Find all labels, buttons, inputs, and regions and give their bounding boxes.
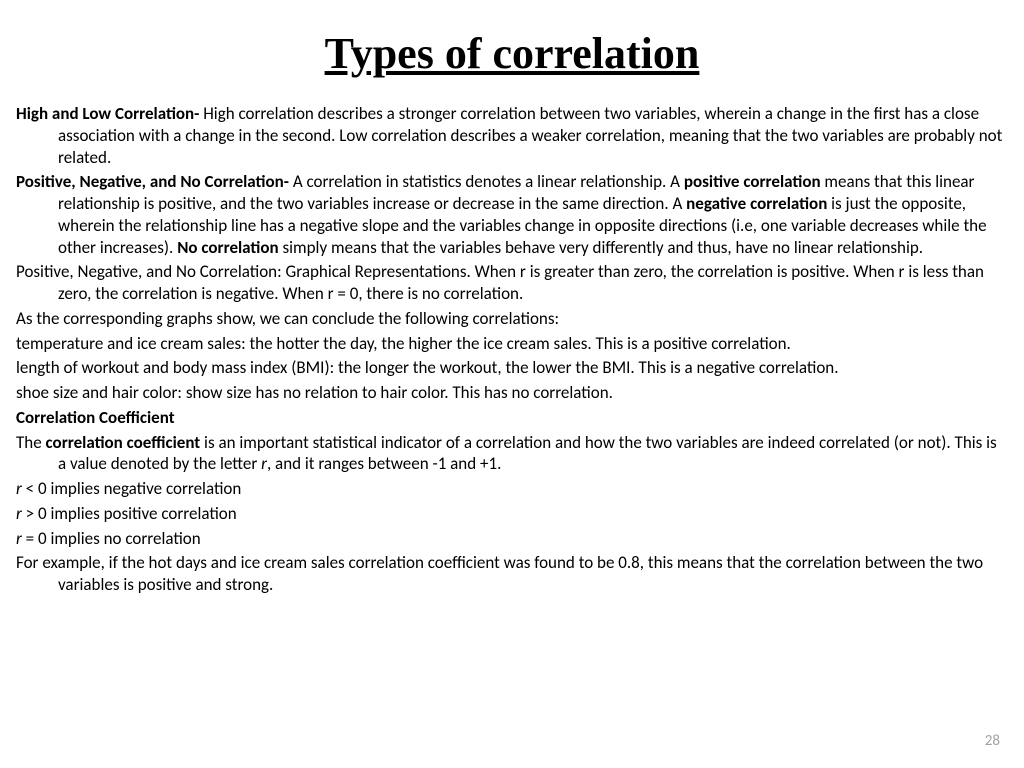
text-run: Correlation Coefficient (16, 407, 175, 428)
paragraph: High and Low Correlation- High correlati… (16, 103, 1008, 168)
paragraph: r > 0 implies positive correlation (16, 503, 1008, 525)
paragraph: Positive, Negative, and No Correlation: … (16, 261, 1008, 305)
text-run: temperature and ice cream sales: the hot… (16, 333, 791, 354)
page-title: Types of correlation (16, 28, 1008, 79)
paragraph: r < 0 implies negative correlation (16, 478, 1008, 500)
text-run: As the corresponding graphs show, we can… (16, 308, 559, 329)
page-number: 28 (985, 732, 1000, 750)
paragraph: Correlation Coefficient (16, 407, 1008, 429)
text-run: The (16, 432, 46, 453)
paragraph: r = 0 implies no correlation (16, 528, 1008, 550)
paragraph: For example, if the hot days and ice cre… (16, 552, 1008, 596)
text-run: negative correlation (686, 193, 827, 214)
text-run: No correlation (177, 237, 278, 258)
text-run: correlation coefficient (46, 432, 201, 453)
text-run: High and Low Correlation- (16, 103, 203, 124)
text-run: length of workout and body mass index (B… (16, 357, 839, 378)
body-content: High and Low Correlation- High correlati… (16, 103, 1008, 596)
paragraph: Positive, Negative, and No Correlation- … (16, 171, 1008, 258)
text-run: Positive, Negative, and No Correlation: … (16, 261, 984, 304)
text-run: A correlation in statistics denotes a li… (293, 171, 684, 192)
text-run: Positive, Negative, and No Correlation- (16, 171, 293, 192)
text-run: < 0 implies negative correlation (22, 478, 241, 499)
text-run: = 0 implies no correlation (22, 528, 201, 549)
text-run: > 0 implies positive correlation (22, 503, 237, 524)
text-run: For example, if the hot days and ice cre… (16, 552, 983, 595)
paragraph: shoe size and hair color: show size has … (16, 382, 1008, 404)
paragraph: As the corresponding graphs show, we can… (16, 308, 1008, 330)
text-run: simply means that the variables behave v… (279, 237, 923, 258)
text-run: , and it ranges between -1 and +1. (267, 453, 501, 474)
paragraph: temperature and ice cream sales: the hot… (16, 333, 1008, 355)
paragraph: length of workout and body mass index (B… (16, 357, 1008, 379)
text-run: positive correlation (684, 171, 821, 192)
paragraph: The correlation coefficient is an import… (16, 432, 1008, 476)
text-run: shoe size and hair color: show size has … (16, 382, 613, 403)
